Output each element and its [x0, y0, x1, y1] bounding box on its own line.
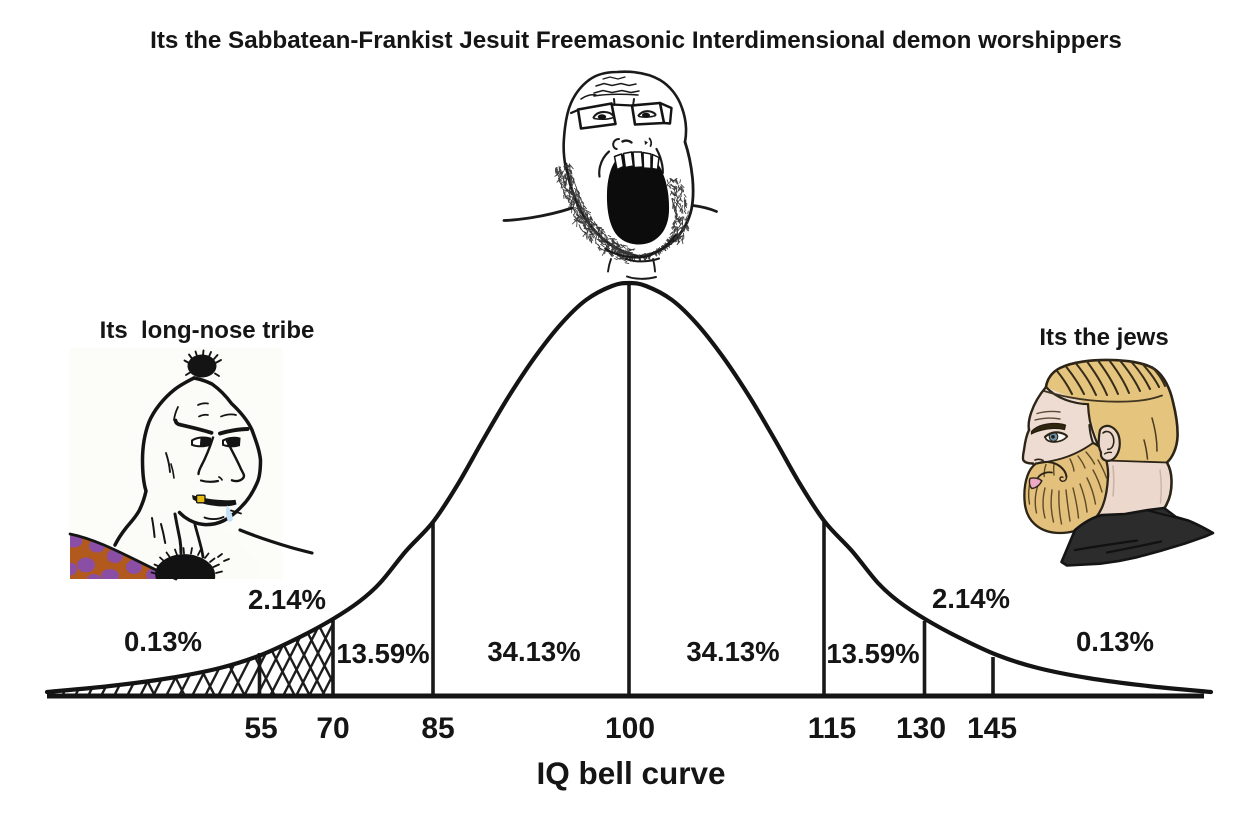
svg-text:34.13%: 34.13% — [487, 636, 580, 667]
svg-text:0.13%: 0.13% — [124, 626, 202, 657]
svg-text:13.59%: 13.59% — [826, 638, 919, 669]
svg-text:70: 70 — [316, 712, 349, 745]
svg-text:2.14%: 2.14% — [248, 584, 326, 615]
svg-text:13.59%: 13.59% — [336, 638, 429, 669]
svg-text:2.14%: 2.14% — [932, 583, 1010, 614]
svg-text:145: 145 — [967, 712, 1017, 745]
svg-text:100: 100 — [605, 712, 655, 745]
svg-text:115: 115 — [808, 712, 856, 745]
svg-text:Its the Sabbatean-Frankist Jes: Its the Sabbatean-Frankist Jesuit Freema… — [150, 27, 1122, 54]
svg-text:0.13%: 0.13% — [1076, 626, 1154, 657]
svg-text:34.13%: 34.13% — [686, 636, 779, 667]
svg-text:Its long-nose tribe: Its long-nose tribe — [100, 317, 315, 344]
svg-text:Its the jews: Its the jews — [1039, 324, 1168, 351]
svg-text:IQ bell curve: IQ bell curve — [536, 755, 725, 791]
svg-text:85: 85 — [421, 712, 454, 745]
svg-text:55: 55 — [244, 712, 277, 745]
svg-text:130: 130 — [896, 712, 946, 745]
